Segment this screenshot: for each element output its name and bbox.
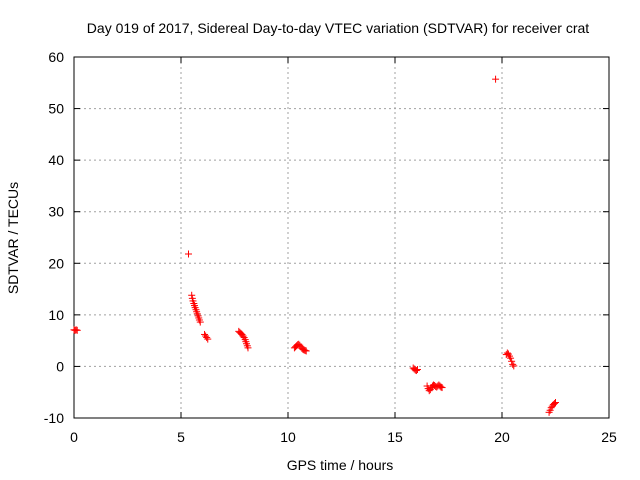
y-tick-label: 50 [48, 101, 64, 117]
data-point [438, 384, 446, 392]
data-point [301, 346, 309, 354]
x-tick-label: 10 [280, 429, 296, 445]
y-tick-label: 30 [48, 204, 64, 220]
data-point [203, 334, 211, 342]
data-point [244, 344, 252, 352]
data-point [437, 383, 445, 391]
y-tick-label: 20 [48, 255, 64, 271]
data-point [508, 357, 516, 365]
chart-title: Day 019 of 2017, Sidereal Day-to-day VTE… [87, 20, 589, 36]
y-tick-label: 40 [48, 152, 64, 168]
y-tick-label: 60 [48, 49, 64, 65]
data-point [188, 291, 196, 299]
data-point [509, 360, 517, 368]
data-point [510, 362, 518, 370]
data-point [302, 347, 310, 355]
data-point [412, 367, 420, 375]
x-tick-label: 0 [70, 429, 78, 445]
data-point [184, 250, 192, 258]
data-point [204, 335, 212, 343]
x-tick-label: 25 [601, 429, 617, 445]
data-point [72, 326, 80, 334]
data-point [507, 354, 515, 362]
data-point [492, 75, 500, 83]
y-tick-label: -10 [44, 410, 64, 426]
y-tick-label: 10 [48, 307, 64, 323]
data-point [413, 366, 421, 374]
x-axis-label: GPS time / hours [287, 457, 394, 473]
y-axis-label: SDTVAR / TECUs [5, 182, 21, 294]
data-point [196, 318, 204, 326]
data-point [73, 326, 81, 334]
x-tick-label: 5 [177, 429, 185, 445]
grid-lines [74, 57, 609, 418]
data-point [552, 399, 559, 407]
plot-frame [73, 56, 610, 419]
axis-ticks: 0 5 10 15 20 25 -10 0 10 20 30 40 50 60 [44, 49, 617, 445]
x-tick-label: 15 [387, 429, 403, 445]
data-points [70, 75, 559, 416]
y-tick-label: 0 [56, 358, 64, 374]
data-point [239, 332, 247, 340]
x-tick-label: 20 [494, 429, 510, 445]
data-point [550, 400, 558, 408]
